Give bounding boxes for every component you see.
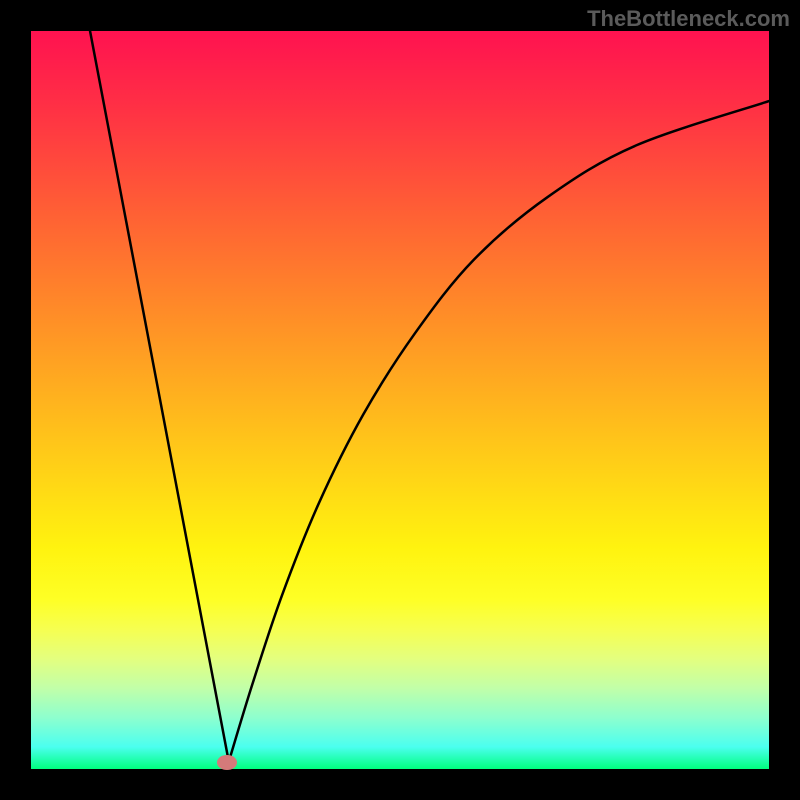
minimum-marker	[217, 755, 237, 770]
plot-area	[31, 31, 769, 769]
watermark-text: TheBottleneck.com	[587, 6, 790, 32]
chart-frame: TheBottleneck.com	[0, 0, 800, 800]
bottleneck-curve	[31, 31, 769, 769]
